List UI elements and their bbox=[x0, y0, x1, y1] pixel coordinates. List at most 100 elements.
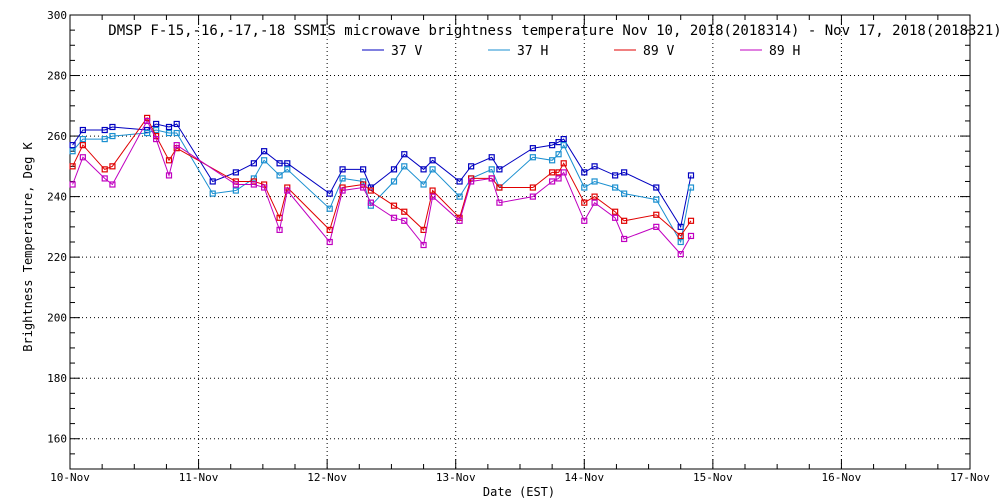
data-point bbox=[581, 184, 588, 191]
data-point bbox=[69, 142, 76, 149]
data-point bbox=[173, 129, 180, 137]
data-point bbox=[165, 157, 173, 164]
data-point bbox=[401, 217, 408, 224]
data-point bbox=[390, 202, 398, 209]
data-point bbox=[429, 166, 436, 173]
data-point bbox=[232, 181, 239, 188]
data-point bbox=[560, 142, 567, 149]
data-point bbox=[581, 169, 588, 176]
data-point bbox=[496, 199, 503, 206]
data-point bbox=[165, 172, 173, 179]
y-tick-label: 220 bbox=[47, 251, 67, 264]
data-point bbox=[549, 169, 556, 176]
legend-label: 89 V bbox=[643, 44, 674, 59]
data-point bbox=[555, 151, 562, 158]
data-point bbox=[276, 226, 283, 233]
data-point bbox=[173, 142, 180, 149]
data-point bbox=[390, 166, 398, 173]
data-point bbox=[360, 184, 367, 191]
y-tick-label: 240 bbox=[47, 191, 67, 204]
data-point bbox=[488, 166, 495, 173]
data-point bbox=[250, 160, 257, 167]
data-point bbox=[367, 187, 374, 194]
data-point bbox=[591, 199, 598, 206]
data-point bbox=[529, 184, 536, 191]
data-point bbox=[549, 157, 556, 164]
series-line bbox=[72, 129, 692, 244]
data-point bbox=[612, 172, 619, 179]
data-point bbox=[653, 184, 660, 191]
data-point bbox=[79, 135, 86, 143]
data-point bbox=[326, 238, 333, 246]
data-point bbox=[687, 184, 695, 191]
data-point bbox=[79, 154, 86, 161]
data-point bbox=[339, 175, 346, 182]
data-point bbox=[456, 193, 463, 200]
data-point bbox=[529, 154, 536, 161]
data-point bbox=[488, 154, 495, 161]
series-layer bbox=[69, 114, 695, 258]
data-point bbox=[429, 157, 436, 164]
series-89-h bbox=[69, 117, 695, 258]
x-tick-label: 13-Nov bbox=[436, 471, 476, 484]
data-point bbox=[153, 135, 160, 143]
axis-ticks: 10-Nov 11-Nov 12-Nov 13-Nov 14-Nov 15-Nov 16-N… bbox=[47, 9, 990, 484]
legend-entry: 37 H bbox=[488, 44, 548, 59]
data-point bbox=[560, 169, 567, 176]
data-point bbox=[468, 178, 475, 185]
legend-entry: 37 V bbox=[362, 44, 422, 59]
data-point bbox=[456, 178, 463, 185]
data-point bbox=[612, 184, 619, 191]
data-point bbox=[401, 151, 408, 158]
x-tick-label: 12-Nov bbox=[307, 471, 347, 484]
series-37-h bbox=[69, 126, 695, 246]
data-point bbox=[165, 129, 173, 137]
data-point bbox=[69, 163, 76, 170]
data-point bbox=[250, 181, 257, 188]
data-point bbox=[653, 223, 660, 230]
data-point bbox=[109, 163, 116, 170]
data-point bbox=[401, 208, 408, 215]
data-point bbox=[101, 135, 108, 143]
data-point bbox=[284, 187, 291, 194]
data-point bbox=[687, 217, 695, 224]
y-tick-label: 160 bbox=[47, 433, 67, 446]
y-tick-label: 280 bbox=[47, 70, 67, 83]
data-point bbox=[360, 166, 367, 173]
data-point bbox=[560, 135, 567, 143]
data-point bbox=[488, 175, 495, 182]
data-point bbox=[677, 232, 684, 240]
data-point bbox=[687, 232, 695, 240]
data-point bbox=[232, 169, 239, 176]
data-point bbox=[401, 163, 408, 170]
data-point bbox=[339, 166, 346, 173]
series-line bbox=[72, 123, 692, 229]
data-point bbox=[420, 166, 427, 173]
y-tick-label: 200 bbox=[47, 312, 67, 325]
data-point bbox=[101, 175, 108, 182]
series-37-v bbox=[69, 120, 695, 230]
data-point bbox=[420, 241, 427, 249]
data-point bbox=[79, 126, 86, 134]
data-point bbox=[101, 166, 108, 173]
x-tick-label: 14-Nov bbox=[564, 471, 604, 484]
chart-title: DMSP F-15,-16,-17,-18 SSMIS microwave br… bbox=[108, 23, 1000, 39]
data-point bbox=[367, 199, 374, 206]
y-tick-label: 260 bbox=[47, 130, 67, 143]
x-tick-label: 10-Nov bbox=[50, 471, 90, 484]
y-tick-label: 180 bbox=[47, 372, 67, 385]
data-point bbox=[153, 120, 160, 128]
x-tick-label: 17-Nov bbox=[950, 471, 990, 484]
legend-label: 37 H bbox=[517, 44, 548, 59]
data-point bbox=[144, 129, 151, 137]
data-point bbox=[232, 187, 239, 194]
data-point bbox=[591, 193, 598, 200]
legend: 37 V 37 H 89 V 89 H bbox=[362, 44, 800, 59]
data-point bbox=[209, 190, 216, 197]
data-point bbox=[326, 190, 333, 197]
data-point bbox=[326, 226, 333, 233]
data-point bbox=[456, 217, 463, 224]
data-point bbox=[79, 142, 86, 149]
